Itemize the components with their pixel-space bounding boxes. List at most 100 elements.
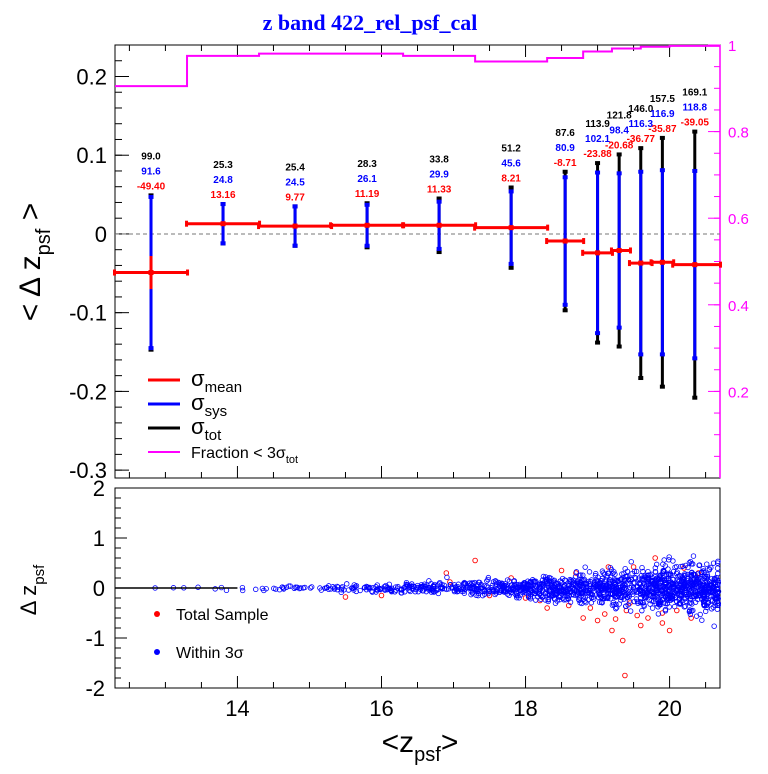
errbar-mean-cap: [609, 247, 613, 254]
scatter-point-within: [527, 578, 534, 585]
scatter-point-within: [302, 584, 308, 591]
errbar-tot-cap: [638, 146, 644, 151]
scatter-point-within: [671, 603, 678, 610]
scatter-point-within: [461, 579, 468, 586]
scatter-point-within: [669, 595, 676, 601]
scatter-point-within: [294, 584, 300, 591]
right-ytick-label: 0.4: [728, 298, 749, 315]
scatter-point-within: [666, 571, 672, 578]
right-ytick-label: 1: [728, 38, 736, 55]
data-label-mean: -35.87: [648, 124, 677, 135]
scatter-point-within: [708, 583, 714, 589]
scatter-point-within: [676, 601, 683, 607]
scatter-point-within: [485, 576, 491, 583]
scatter-point-within: [652, 568, 659, 575]
scatter-point-within: [613, 605, 619, 612]
scatter-point-within: [714, 565, 721, 571]
data-label-sys: 24.5: [285, 177, 305, 188]
scatter-point-total: [594, 617, 601, 624]
scatter-point-within: [309, 584, 315, 590]
legend-subscript: sys: [205, 403, 228, 420]
scatter-point-within: [435, 585, 441, 592]
scatter-point-within: [565, 596, 572, 602]
scatter-point-within: [297, 585, 304, 591]
scatter-point-within: [459, 588, 465, 595]
errbar-tot-cap: [562, 169, 568, 174]
scatter-point-within: [620, 583, 626, 589]
scatter-point-within: [549, 591, 555, 598]
scatter-point-within: [377, 586, 384, 593]
scatter-point-within: [693, 592, 699, 599]
scatter-point-within: [471, 585, 477, 591]
scatter-point-within: [409, 586, 415, 592]
scatter-point-within: [405, 585, 412, 591]
scatter-point-within: [699, 617, 705, 623]
right-ytick-label: 0.6: [728, 211, 749, 228]
top-ytick-label: 0.2: [76, 64, 107, 89]
top-ylabel: < Δ zpsf >: [14, 203, 55, 321]
errbar-mean-point: [595, 250, 601, 256]
data-label-mean: 13.16: [211, 190, 236, 201]
scatter-point-within: [528, 587, 534, 593]
scatter-point-within: [710, 560, 717, 566]
scatter-point-within: [605, 589, 611, 595]
scatter-point-within: [657, 573, 663, 579]
scatter-point-within: [604, 595, 610, 601]
scatter-point-within: [711, 576, 717, 582]
scatter-point-within: [623, 603, 629, 609]
data-label-tot: 169.1: [682, 88, 707, 99]
scatter-point-within: [681, 573, 688, 579]
scatter-point-within: [634, 598, 641, 605]
errbar-mean-point: [659, 259, 665, 265]
scatter-point-within: [335, 584, 341, 590]
scatter-point-within: [676, 584, 682, 591]
scatter-point-within: [373, 584, 379, 590]
scatter-point-within: [543, 585, 550, 591]
data-label-sys: 45.6: [501, 158, 521, 169]
scatter-point-total: [544, 605, 550, 611]
bottom-legend-marker: [154, 649, 160, 655]
data-label-mean: -36.77: [627, 134, 656, 145]
scatter-point-within: [287, 583, 294, 589]
scatter-point-within: [419, 588, 426, 594]
scatter-point-within: [604, 573, 611, 579]
scatter-point-total: [666, 627, 673, 634]
scatter-point-within: [413, 586, 419, 593]
scatter-point-within: [345, 587, 352, 593]
scatter-point-within: [550, 579, 557, 585]
errbar-mean-cap: [401, 222, 405, 229]
scatter-point-within: [636, 581, 643, 587]
scatter-point-within: [472, 588, 479, 594]
errbar-sys-cap: [638, 352, 644, 357]
scatter-point-within: [614, 586, 620, 592]
scatter-point-within: [687, 593, 693, 600]
scatter-point-within: [592, 572, 599, 579]
scatter-point-within: [712, 599, 718, 606]
scatter-point-within: [384, 587, 390, 593]
scatter-point-within: [644, 575, 650, 582]
data-label-mean: -23.88: [583, 149, 612, 160]
scatter-point-within: [531, 578, 538, 584]
scatter-point-within: [439, 586, 445, 592]
scatter-point-within: [665, 566, 671, 572]
scatter-point-within: [438, 584, 444, 591]
scatter-point-within: [697, 611, 703, 618]
scatter-point-within: [715, 602, 721, 608]
legend-subscript: tot: [286, 454, 298, 466]
scatter-point-within: [637, 581, 644, 588]
scatter-point-within: [624, 594, 631, 601]
scatter-point-within: [613, 604, 620, 611]
scatter-point-within: [706, 566, 713, 572]
scatter-point-within: [586, 569, 593, 575]
errbar-mean-cap: [113, 269, 116, 276]
data-label-sys: 102.1: [585, 134, 610, 145]
scatter-point-within: [677, 600, 683, 606]
errbar-tot-cap: [692, 395, 698, 400]
scatter-point-within: [582, 564, 588, 570]
errbar-mean-cap: [627, 260, 631, 267]
scatter-point-within: [648, 580, 655, 586]
scatter-point-within: [527, 594, 534, 600]
scatter-point-within: [657, 575, 663, 581]
scatter-point-within: [630, 584, 637, 591]
errbar-sys-cap: [220, 241, 226, 246]
